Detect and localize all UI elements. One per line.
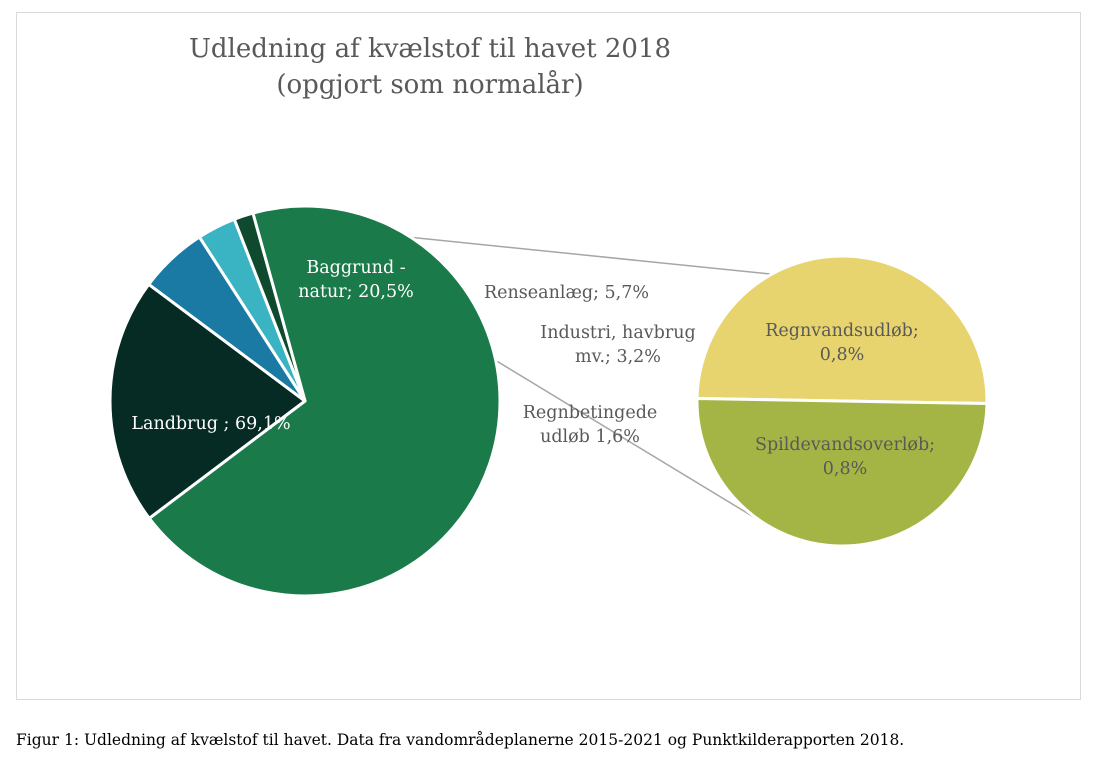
secondary-label-spildevandsoverlob-line-1: Spildevandsoverløb; (755, 435, 935, 455)
slice-label-regnbetingede-udlob-line-2: udløb 1,6% (540, 427, 640, 447)
secondary-slice-spildevandsoverlob (695, 396, 989, 548)
pie-slice-baggrund-natur (108, 282, 307, 520)
chart-title-line-2: (opgjort som normalår) (276, 69, 583, 100)
secondary-label-regnvandsudlob-line-1: Regnvandsudløb; (765, 321, 918, 341)
figure-caption: Figur 1: Udledning af kvælstof til havet… (16, 731, 905, 749)
pie-slice-regnbetingede-udlob (232, 211, 307, 403)
slice-label-industri-havbrug-mv-line-2: mv.; 3,2% (575, 347, 661, 367)
main-pie (108, 204, 502, 598)
slice-label-renseanlaeg-line-1: Renseanlæg; 5,7% (484, 283, 649, 303)
slice-label-industri-havbrug-mv-line-1: Industri, havbrug (540, 323, 695, 343)
secondary-slice-regnvandsudlob (695, 254, 989, 406)
secondary-label-regnvandsudlob-line-2: 0,8% (820, 345, 864, 365)
chart-title-line-1: Udledning af kvælstof til havet 2018 (189, 34, 671, 64)
pie-slice-landbrug (147, 204, 502, 598)
slice-label-baggrund-natur-line-2: natur; 20,5% (298, 282, 413, 302)
secondary-pie (695, 254, 989, 548)
slice-label-regnbetingede-udlob-line-1: Regnbetingede (523, 403, 658, 423)
chart-title: Udledning af kvælstof til havet 2018 (op… (189, 34, 671, 100)
slice-label-baggrund-natur-line-1: Baggrund - (306, 258, 405, 278)
slice-label-landbrug-line-1: Landbrug ; 69,1% (131, 414, 290, 434)
secondary-label-spildevandsoverlob-line-2: 0,8% (823, 459, 867, 479)
slice-labels: Landbrug ; 69,1% Baggrund - natur; 20,5% Re… (131, 258, 935, 479)
